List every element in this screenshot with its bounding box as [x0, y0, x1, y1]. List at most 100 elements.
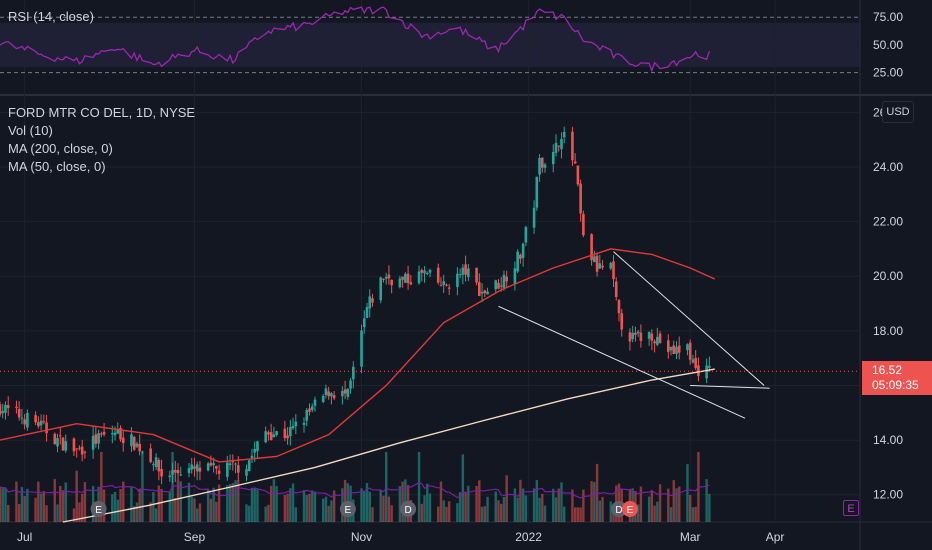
candle-body [365, 307, 369, 318]
candle-body [425, 273, 429, 275]
volume-bar [305, 494, 308, 522]
volume-bar [80, 493, 84, 522]
volume-bar [667, 488, 670, 522]
volume-bar [502, 496, 506, 522]
volume-bar [330, 500, 333, 522]
candle-body [401, 276, 404, 280]
x-tick-label: Sep [184, 530, 206, 544]
candle-body [543, 164, 547, 168]
volume-bar [174, 497, 177, 522]
volume-legend[interactable]: Vol (10) [8, 123, 53, 138]
volume-bar [688, 494, 692, 522]
candle-body [666, 340, 670, 352]
volume-bar [179, 481, 182, 522]
earnings-marker: E [621, 501, 638, 517]
volume-bar [694, 506, 697, 522]
candle-body [154, 457, 158, 468]
candle-body [634, 332, 637, 335]
candle-body [272, 434, 276, 438]
volume-bar [313, 491, 317, 522]
candle-body [250, 455, 254, 459]
volume-bar [23, 496, 26, 522]
volume-bar [250, 487, 254, 522]
volume-bar [264, 506, 267, 522]
candle-body [576, 165, 580, 185]
candle-body [436, 267, 440, 283]
rsi-legend: RSI (14, close) [8, 8, 94, 26]
candle-body [398, 278, 402, 288]
volume-bar [111, 494, 114, 522]
volume-bar [37, 481, 40, 522]
volume-bar [593, 482, 596, 522]
volume-bar [538, 497, 541, 522]
candle-body [675, 346, 678, 354]
volume-bar [486, 496, 489, 522]
ma200-legend[interactable]: MA (200, close, 0) [8, 141, 113, 156]
earnings-badge-right[interactable]: E [843, 500, 859, 516]
candle-body [42, 421, 46, 423]
candle-body [409, 282, 413, 285]
candle-body [193, 466, 196, 469]
volume-bar [234, 480, 237, 522]
volume-bar [195, 508, 199, 522]
candle-body [653, 341, 656, 344]
y-tick-label: 18.00 [873, 324, 903, 338]
volume-bar [483, 506, 486, 522]
candle-body [573, 161, 577, 164]
candle-body [620, 313, 624, 330]
volume-bar [541, 494, 544, 522]
volume-bar [691, 507, 695, 522]
ma50-legend[interactable]: MA (50, close, 0) [8, 159, 106, 174]
volume-bar [1, 488, 4, 522]
volume-bar [417, 452, 421, 522]
volume-bar [404, 479, 407, 522]
volume-bar [275, 486, 278, 522]
volume-bar [61, 490, 65, 522]
candle-body [113, 432, 117, 436]
volume-bar [217, 484, 221, 522]
candle-body [557, 145, 561, 147]
candle-body [17, 409, 21, 418]
rsi-tick-label: 75.00 [873, 10, 903, 24]
candle-body [672, 345, 676, 354]
volume-bar [343, 479, 347, 522]
volume-bar [609, 501, 612, 522]
candle-body [404, 273, 407, 283]
candle-body [102, 431, 106, 435]
volume-bar [658, 484, 662, 522]
rsi-tick-label: 25.00 [873, 66, 903, 80]
volume-bar [291, 483, 295, 522]
volume-bar [368, 491, 371, 522]
volume-bar [686, 464, 689, 522]
volume-bar [521, 488, 525, 522]
symbol-title[interactable]: FORD MTR CO DEL, 1D, NYSE [8, 105, 196, 120]
candle-body [538, 157, 541, 175]
candle-body [294, 421, 298, 427]
volume-bar [598, 500, 602, 522]
currency-button[interactable]: USD [882, 101, 914, 123]
candle-body [321, 395, 325, 403]
candles [0, 126, 711, 485]
volume-bar [382, 495, 385, 522]
event-marker-label: D [615, 505, 622, 516]
candle-body [349, 380, 352, 389]
volume-bar [494, 491, 497, 522]
candle-body [324, 388, 328, 396]
candle-body [598, 263, 602, 269]
candle-body [382, 278, 385, 280]
candle-body [445, 284, 448, 286]
candle-body [456, 273, 459, 288]
volume-bar [237, 480, 240, 522]
candle-body [121, 437, 125, 443]
volume-bar [75, 470, 78, 522]
candle-body [332, 395, 336, 399]
candle-body [384, 276, 388, 279]
volume-bar [130, 487, 133, 522]
volume-bar [705, 479, 708, 522]
x-tick-label: Apr [766, 530, 785, 544]
candle-body [256, 441, 259, 452]
volume-bar [253, 487, 256, 522]
candle-body [360, 330, 363, 367]
volume-bar [387, 496, 391, 522]
